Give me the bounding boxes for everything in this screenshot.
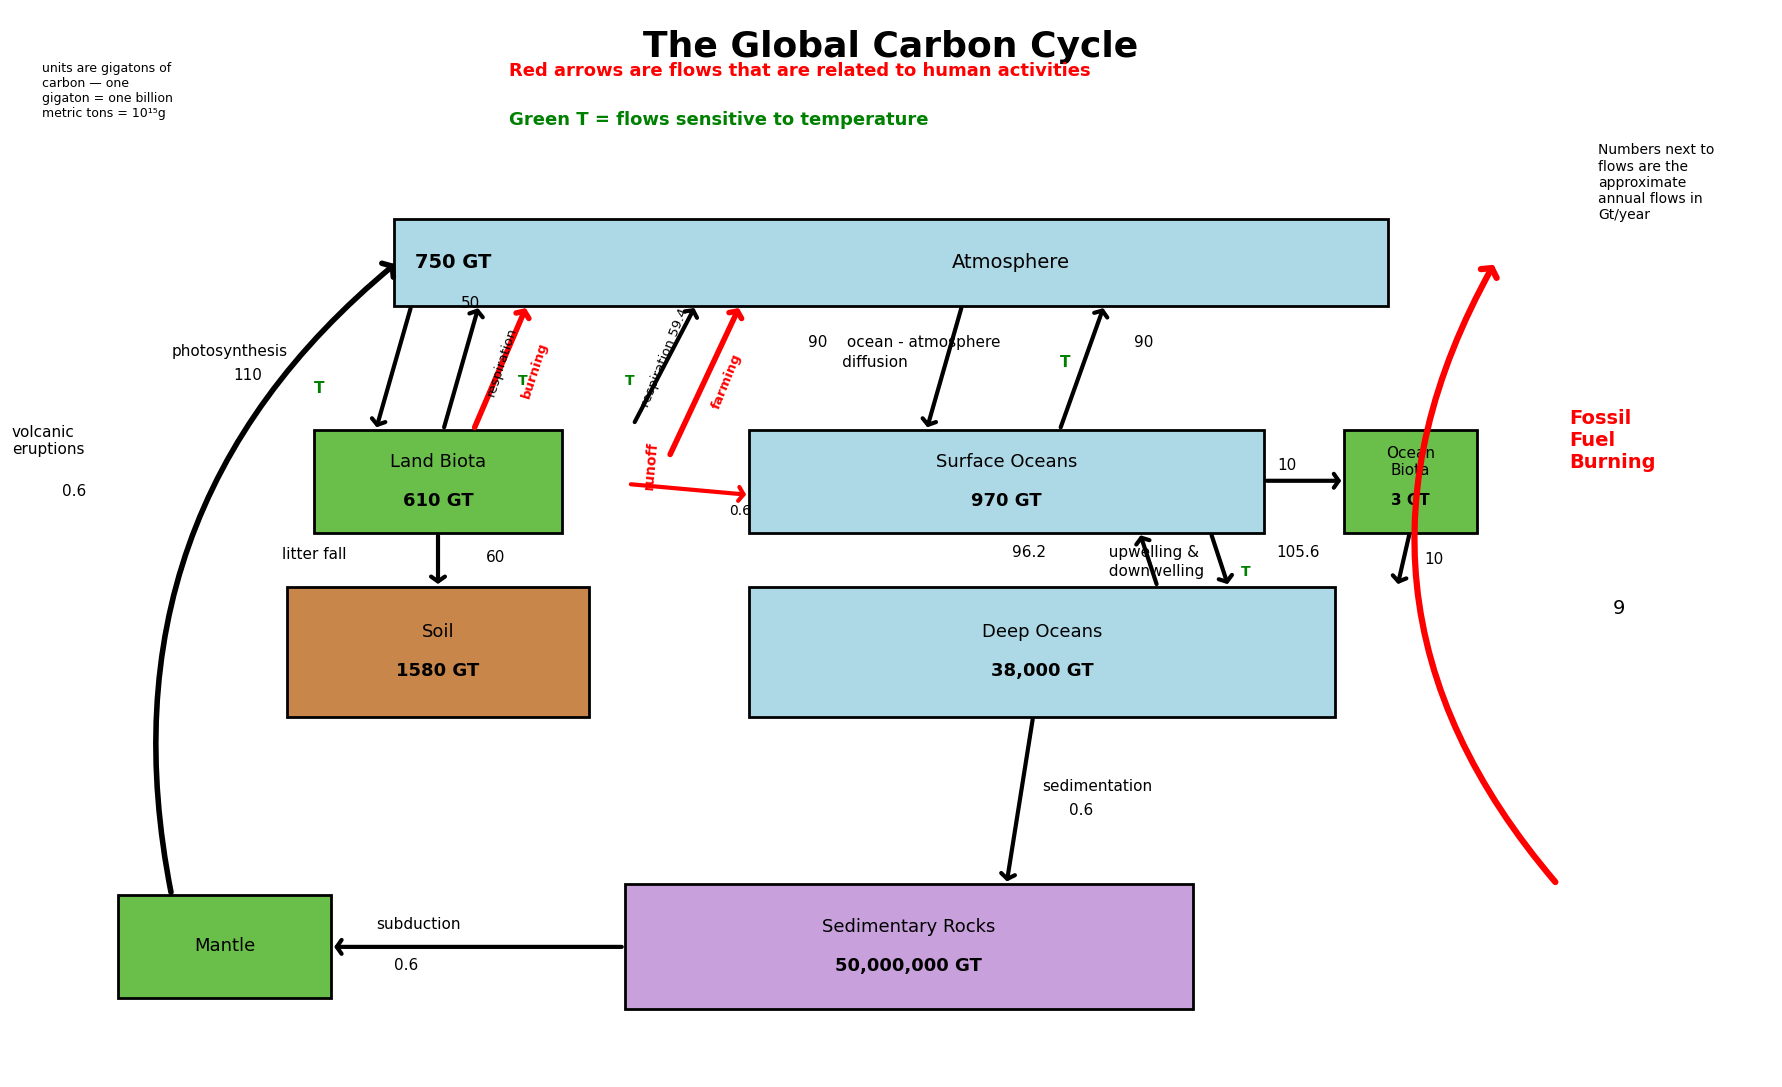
Text: burning: burning bbox=[520, 340, 551, 400]
Text: Deep Oceans: Deep Oceans bbox=[982, 623, 1103, 641]
Text: upwelling &: upwelling & bbox=[1099, 545, 1199, 560]
Text: 1580 GT: 1580 GT bbox=[396, 662, 479, 680]
Text: farming: farming bbox=[709, 351, 743, 411]
Text: 90: 90 bbox=[1135, 335, 1153, 350]
Text: 105.6: 105.6 bbox=[1276, 545, 1320, 560]
Text: Surface Oceans: Surface Oceans bbox=[936, 453, 1076, 471]
Text: 750 GT: 750 GT bbox=[415, 253, 492, 272]
Text: Atmosphere: Atmosphere bbox=[952, 253, 1069, 272]
FancyBboxPatch shape bbox=[118, 895, 331, 998]
Text: 50: 50 bbox=[462, 296, 481, 311]
Text: 38,000 GT: 38,000 GT bbox=[991, 662, 1094, 680]
Text: 90    ocean - atmosphere: 90 ocean - atmosphere bbox=[807, 335, 1000, 350]
Text: T: T bbox=[1060, 355, 1071, 371]
Text: litter fall: litter fall bbox=[282, 547, 346, 562]
Text: Land Biota: Land Biota bbox=[390, 453, 486, 471]
Text: respiration 59.4: respiration 59.4 bbox=[638, 307, 690, 409]
FancyBboxPatch shape bbox=[748, 430, 1263, 533]
FancyBboxPatch shape bbox=[394, 220, 1388, 305]
Text: photosynthesis: photosynthesis bbox=[171, 343, 287, 359]
Text: 50,000,000 GT: 50,000,000 GT bbox=[836, 957, 982, 975]
Text: 0.6: 0.6 bbox=[729, 504, 750, 518]
FancyBboxPatch shape bbox=[1344, 430, 1477, 533]
Text: Red arrows are flows that are related to human activities: Red arrows are flows that are related to… bbox=[510, 62, 1091, 80]
Text: Ocean
Biota: Ocean Biota bbox=[1386, 446, 1435, 478]
Text: Numbers next to
flows are the
approximate
annual flows in
Gt/year: Numbers next to flows are the approximat… bbox=[1598, 143, 1714, 222]
Text: 610 GT: 610 GT bbox=[403, 491, 474, 510]
FancyBboxPatch shape bbox=[287, 587, 590, 716]
Text: Green T = flows sensitive to temperature: Green T = flows sensitive to temperature bbox=[510, 111, 928, 129]
Text: Fossil
Fuel
Burning: Fossil Fuel Burning bbox=[1570, 410, 1655, 472]
Text: runoff: runoff bbox=[642, 441, 661, 490]
Text: diffusion: diffusion bbox=[807, 355, 907, 371]
Text: T: T bbox=[624, 374, 634, 388]
FancyBboxPatch shape bbox=[624, 884, 1192, 1009]
Text: units are gigatons of
carbon — one
gigaton = one billion
metric tons = 10¹⁵g: units are gigatons of carbon — one gigat… bbox=[41, 62, 173, 121]
Text: 10: 10 bbox=[1424, 552, 1443, 567]
Text: T: T bbox=[314, 382, 324, 397]
Text: subduction: subduction bbox=[376, 916, 460, 932]
Text: downwelling: downwelling bbox=[1099, 564, 1205, 579]
Text: respiration: respiration bbox=[485, 326, 519, 398]
Text: 0.6: 0.6 bbox=[1069, 803, 1092, 819]
Text: 10: 10 bbox=[1278, 458, 1297, 473]
Text: 60: 60 bbox=[486, 550, 506, 565]
Text: 0.6: 0.6 bbox=[62, 484, 86, 499]
Text: 9: 9 bbox=[1613, 599, 1625, 617]
Text: Sedimentary Rocks: Sedimentary Rocks bbox=[822, 917, 996, 936]
Text: Soil: Soil bbox=[422, 623, 454, 641]
Text: sedimentation: sedimentation bbox=[1042, 779, 1153, 795]
FancyBboxPatch shape bbox=[314, 430, 563, 533]
Text: T: T bbox=[1240, 564, 1251, 578]
Text: volcanic
eruptions: volcanic eruptions bbox=[12, 425, 84, 457]
Text: 3 GT: 3 GT bbox=[1392, 493, 1429, 509]
Text: Mantle: Mantle bbox=[194, 937, 255, 955]
Text: 110: 110 bbox=[233, 368, 262, 384]
Text: 96.2: 96.2 bbox=[1012, 545, 1046, 560]
Text: 970 GT: 970 GT bbox=[971, 491, 1042, 510]
Text: T: T bbox=[519, 374, 527, 388]
Text: The Global Carbon Cycle: The Global Carbon Cycle bbox=[643, 29, 1139, 64]
FancyBboxPatch shape bbox=[748, 587, 1335, 716]
Text: 0.6: 0.6 bbox=[394, 958, 417, 973]
